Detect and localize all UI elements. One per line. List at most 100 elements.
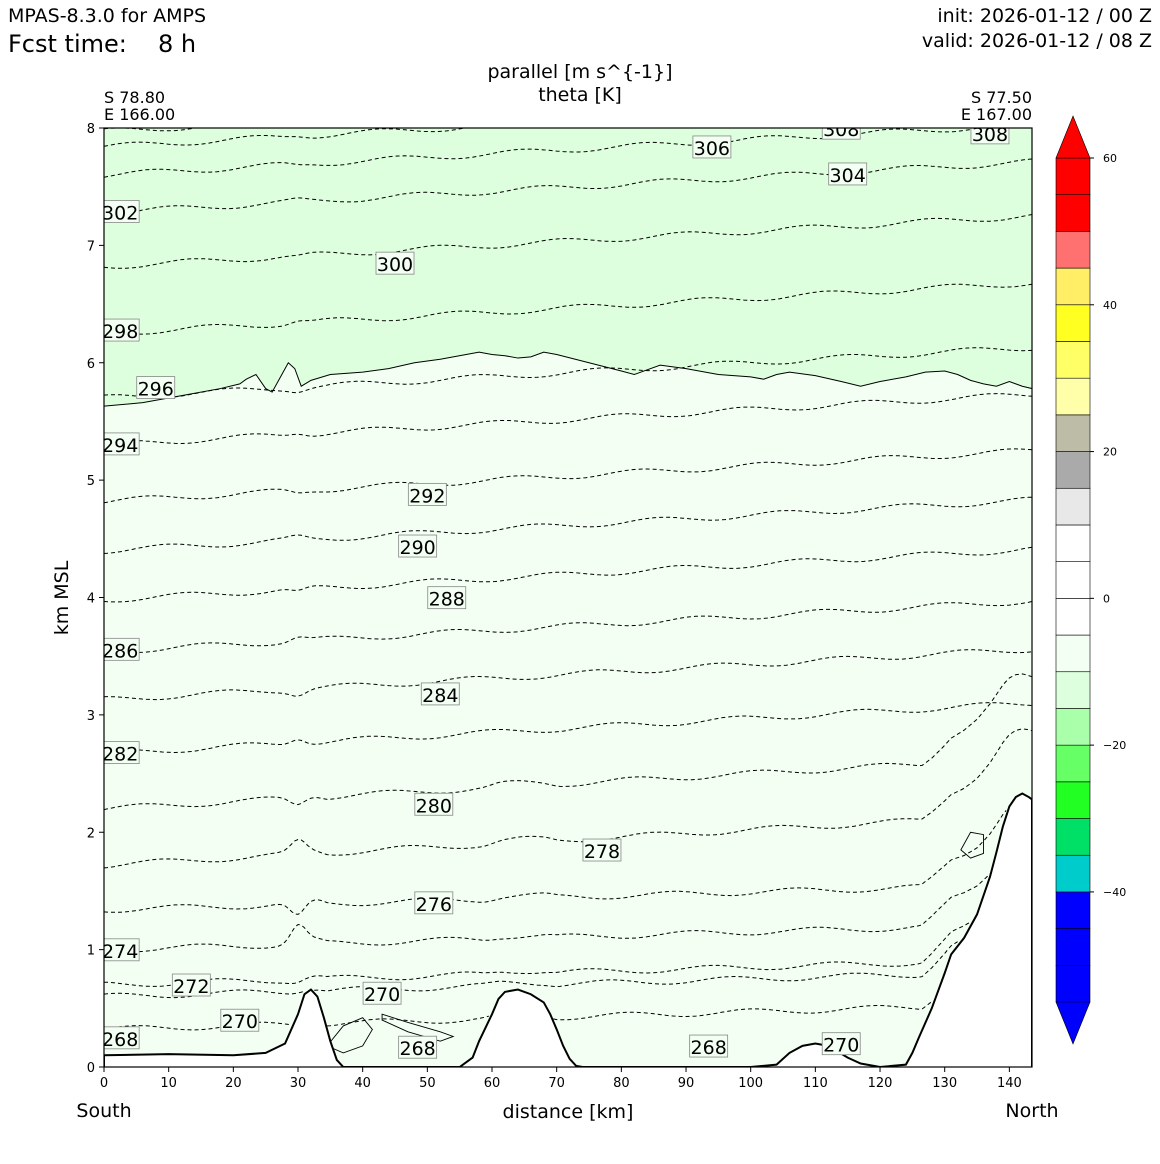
colorbar-segment [1055,708,1091,746]
theta-contour-280 [104,673,1032,811]
theta-contour-300 [104,214,1032,269]
contour-label-270: 270 [220,1008,260,1033]
y-axis-label: km MSL [51,560,73,635]
x-tick-label: 60 [484,1076,501,1091]
colorbar-segment [1055,341,1091,379]
contour-label-296: 296 [136,376,176,401]
contour-label-302: 302 [104,200,140,225]
theta-contour-268 [104,1001,933,1031]
contour-label-292: 292 [407,482,447,507]
contour-label-286: 286 [102,637,140,662]
y-tick-label: 2 [87,826,95,841]
x-axis-label: distance [km] [503,1101,634,1123]
colorbar-segment [1055,414,1091,452]
colorbar-min-extension [1055,1001,1091,1045]
colorbar-segment [1055,854,1091,893]
colorbar-tick-label: 0 [1103,592,1110,605]
contour-label-text: 270 [364,984,400,1006]
theta-contour-284 [104,649,1032,701]
south-label: South [76,1100,131,1122]
contour-label-text: 268 [102,1029,138,1051]
contour-label-text: 268 [400,1038,436,1060]
contour-labels: 268 268 268 270 270 270 272 274 276 278 280 282 284 2… [102,119,1010,1060]
x-tick-label: 10 [160,1076,177,1091]
colorbar-segment [1055,267,1091,306]
colorbar-segment [1055,304,1091,342]
x-tick-label: 50 [419,1076,436,1091]
colorbar-segment [1055,231,1091,269]
contour-label-268: 268 [102,1026,140,1051]
x-tick-label: 130 [932,1076,957,1091]
x-tick-label: 140 [997,1076,1022,1091]
contour-label-text: 272 [173,976,209,998]
upper-shading [104,128,1032,407]
contour-label-272: 272 [171,973,211,998]
y-tick-label: 3 [87,709,95,724]
x-tick-label: 40 [354,1076,371,1091]
y-tick-label: 6 [87,357,95,372]
colorbar-segment [1055,928,1091,966]
x-tick-label: 120 [868,1076,893,1091]
theta-contour-294 [104,393,1032,445]
contour-label-text: 286 [102,640,138,662]
theta-contour-276 [104,810,1007,915]
theta-contour-302 [104,158,1032,216]
contour-label-306: 306 [692,135,732,160]
init-time: init: 2026-01-12 / 00 Z [937,5,1152,27]
contour-label-text: 304 [830,165,866,187]
start-lat: S 78.80 [104,88,165,107]
x-tick-label: 0 [100,1076,108,1091]
colorbar-segment [1055,451,1091,489]
x-tick-label: 90 [678,1076,695,1091]
contour-label-274: 274 [104,938,140,963]
contour-label-text: 298 [102,321,138,343]
colorbar-tick-label: −20 [1103,739,1126,752]
y-tick-label: 4 [87,592,95,607]
contour-label-text: 290 [400,537,436,559]
theta-contour-278 [104,728,1032,869]
colorbar-max-extension [1055,115,1091,159]
start-lon: E 166.00 [104,105,175,124]
x-tick-label: 30 [290,1076,307,1091]
contour-label-text: 284 [422,685,458,707]
fcst-label: Fcst time: [8,30,127,58]
contour-label-288: 288 [427,586,467,611]
colorbar-segment [1055,524,1091,562]
y-axis-ticks: 0 1 2 3 4 5 6 7 8 [87,122,104,1076]
contour-label-276: 276 [414,891,454,916]
contour-label-text: 296 [138,379,174,401]
contour-label-278: 278 [582,838,622,863]
contour-label-268: 268 [689,1034,729,1059]
x-tick-label: 110 [803,1076,828,1091]
contour-label-text: 270 [823,1035,859,1057]
theta-contour-296 [104,347,1032,399]
y-tick-label: 8 [87,122,95,137]
end-lon: E 167.00 [961,105,1032,124]
contour-label-text: 276 [416,894,452,916]
theta-contour-298 [104,283,1032,335]
contour-label-text: 268 [691,1037,727,1059]
colorbar-segment [1055,818,1091,856]
contour-label-268: 268 [398,1035,438,1060]
x-axis-ticks: 0 10 20 30 40 50 60 70 80 90 100 110 120 130 140 [100,1067,1022,1091]
theta-contour-286 [104,601,1032,653]
colorbar-segment [1055,598,1091,636]
contour-label-text: 300 [377,254,413,276]
contour-label-text: 308 [823,119,859,141]
x-tick-label: 20 [225,1076,242,1091]
colorbar-segment [1055,671,1091,709]
colorbar-tick-label: 60 [1103,152,1117,165]
y-tick-label: 7 [87,239,95,254]
y-tick-label: 5 [87,474,95,489]
colorbar-segment [1055,487,1091,526]
contour-label-294: 294 [104,432,140,457]
colorbar-segment [1055,744,1091,783]
contour-label-282: 282 [104,741,140,766]
colorbar: 60 40 20 0 −20 −40 [1055,115,1126,1045]
chart-title-line2: theta [K] [538,84,622,106]
theta-contour-282 [104,702,1032,754]
end-lat: S 77.50 [971,88,1032,107]
colorbar-tick-label: 40 [1103,299,1117,312]
